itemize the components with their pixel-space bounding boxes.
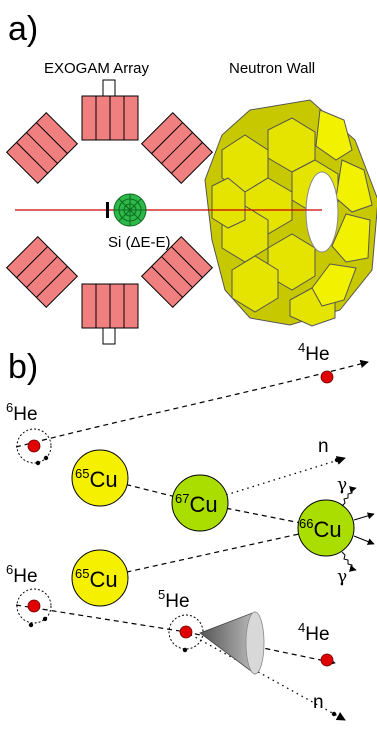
cu67-mass: 67 — [175, 491, 189, 506]
neutron-label-top: n — [318, 436, 329, 457]
trajectory-he6-to-he5 — [15, 604, 187, 633]
si-detector — [113, 193, 147, 227]
cu65-symbol-lower: Cu — [89, 567, 117, 592]
exogam-clover-top — [81, 79, 139, 141]
gamma-label-upper: γ — [337, 475, 347, 495]
he6-label-lower: 6He — [6, 562, 38, 587]
gamma-ray-right-lower — [353, 535, 375, 545]
he5-symbol: He — [165, 591, 189, 612]
he6-symbol-lower: He — [13, 566, 37, 587]
he4-symbol-top: He — [305, 344, 329, 365]
he6-mass-upper: 6 — [6, 400, 13, 415]
neutron-label-bottom: n — [313, 692, 324, 713]
gamma-label-lower: γ — [337, 567, 347, 587]
trajectory-cu65-to-cu66 — [99, 527, 327, 579]
cu66-mass: 66 — [299, 516, 313, 531]
cu66-symbol: Cu — [313, 517, 341, 542]
panel-a-label: a) — [8, 10, 38, 48]
gamma-ray-lower — [341, 551, 357, 572]
exogam-clover-bottom-left — [5, 235, 79, 309]
svg-text:67Cu: 67Cu — [175, 491, 218, 517]
trajectory-he6-to-he4-top — [15, 359, 369, 448]
neutron-bottom — [331, 711, 337, 717]
he4-alpha-top — [320, 370, 334, 384]
exogam-clover-bottom-right — [140, 235, 214, 309]
cu67-compound: 67Cu — [171, 474, 229, 532]
cu65-target-lower: 65Cu — [71, 549, 129, 607]
panel-b-label: b) — [8, 348, 38, 386]
he4-mass-top: 4 — [298, 340, 305, 355]
trajectory-cu67-to-neutron — [199, 456, 346, 504]
cu65-symbol-upper: Cu — [89, 467, 117, 492]
he4-symbol-bottom: He — [305, 624, 329, 645]
he6-mass-lower: 6 — [6, 562, 13, 577]
target-marker — [106, 202, 109, 218]
neutron-trajectories — [185, 456, 346, 721]
exogam-clover-top-left — [5, 111, 79, 185]
he4-label-top: 4He — [298, 340, 330, 365]
he6-symbol-upper: He — [13, 404, 37, 425]
svg-text:65Cu: 65Cu — [75, 466, 118, 492]
cu65-target-upper: 65Cu — [71, 449, 129, 507]
he4-alpha-bottom — [320, 653, 334, 667]
he6-label-upper: 6He — [6, 400, 38, 425]
gamma-rays — [341, 486, 375, 572]
cu67-symbol: Cu — [189, 492, 217, 517]
exogam-array-label: EXOGAM Array — [44, 60, 150, 77]
svg-text:65Cu: 65Cu — [75, 566, 118, 592]
he4-label-bottom: 4He — [298, 620, 330, 645]
cu66-final: 66Cu — [297, 499, 355, 557]
exogam-array — [5, 79, 214, 345]
he5-label: 5He — [158, 587, 190, 612]
he6-projectile-upper — [16, 428, 52, 466]
neutron-wall — [204, 99, 377, 327]
neutron-wall-label: Neutron Wall — [229, 60, 315, 77]
he4-mass-bottom: 4 — [298, 620, 305, 635]
cu65-mass-upper: 65 — [75, 466, 89, 481]
gamma-ray-upper — [341, 486, 357, 507]
neutron-top — [334, 457, 340, 463]
exogam-clover-bottom — [81, 283, 139, 345]
gamma-ray-right-upper — [353, 512, 375, 521]
cu65-mass-lower: 65 — [75, 566, 89, 581]
exogam-clover-top-right — [140, 111, 214, 185]
he5-mass: 5 — [158, 587, 165, 602]
si-detector-label: Si (ΔE-E) — [108, 234, 171, 251]
he5-intermediate — [168, 614, 204, 653]
breakup-cone — [199, 611, 265, 675]
svg-text:66Cu: 66Cu — [299, 516, 342, 542]
he6-projectile-lower — [16, 588, 52, 628]
